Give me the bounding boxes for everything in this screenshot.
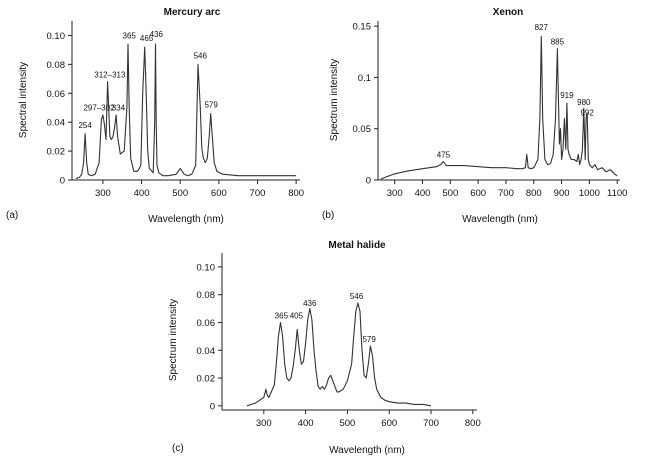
y-tick-label: 0.10	[47, 31, 66, 42]
peak-labels: 365 405 436 546 579	[275, 292, 377, 344]
y-axis-label: Spectral intensity	[18, 62, 29, 138]
peak-label: 827	[535, 23, 549, 32]
y-tick-label: 0.08	[197, 290, 216, 301]
x-tick-label: 400	[415, 188, 431, 199]
x-axis-label: Wavelength (nm)	[148, 214, 224, 225]
x-tick-label: 1100	[607, 188, 627, 199]
peak-label: 254	[78, 121, 92, 130]
spectrum-line	[246, 302, 432, 407]
y-tick-label: 0	[366, 176, 371, 187]
panel-label: (c)	[172, 443, 184, 454]
peak-label: 475	[437, 150, 451, 159]
peak-label: 980	[577, 98, 591, 107]
x-tick-label: 800	[465, 418, 481, 429]
peak-label: 334	[112, 104, 126, 113]
peak-label: 546	[350, 292, 364, 301]
x-tick-label: 600	[211, 188, 227, 199]
panel-label: (a)	[6, 210, 18, 221]
y-ticks: 0 0.05 0.1 0.15	[353, 22, 378, 187]
y-tick-label: 0.15	[353, 22, 372, 33]
x-tick-label: 300	[256, 418, 272, 429]
peak-label: 919	[560, 91, 574, 100]
y-tick-label: 0.04	[47, 118, 66, 129]
y-tick-label: 0.05	[353, 124, 372, 135]
x-tick-label: 700	[498, 188, 514, 199]
chart-title: Mercury arc	[164, 7, 221, 18]
y-tick-label: 0	[60, 176, 65, 187]
peak-label: 579	[362, 335, 376, 344]
spectrum-line	[380, 35, 618, 180]
x-tick-label: 600	[470, 188, 486, 199]
peak-label: 546	[194, 52, 208, 61]
x-tick-label: 1000	[579, 188, 600, 199]
x-ticks: 300 400 500 600 700 800 900 1000 1100	[387, 180, 627, 199]
y-tick-label: 0.06	[197, 318, 216, 329]
x-axis-label: Wavelength (nm)	[462, 214, 538, 225]
x-tick-label: 700	[423, 418, 439, 429]
y-axis-label: Spectrum intensity	[168, 299, 179, 381]
spectrum-line	[75, 43, 297, 180]
chart-metal-halide: Metal halide 0 0.02 0.04 0.06 0.08 0.10 300 40…	[168, 240, 481, 456]
y-axis-label: Spectrum intensity	[329, 59, 340, 141]
chart-mercury-arc: Mercury arc 0 0.02 0.04 0.06 0.08 0.10 300 400…	[6, 7, 304, 225]
y-tick-label: 0.08	[47, 60, 66, 71]
x-tick-label: 400	[134, 188, 150, 199]
peak-label: 365	[123, 31, 137, 40]
peak-label: 992	[580, 108, 594, 117]
x-tick-label: 500	[442, 188, 458, 199]
x-tick-label: 900	[554, 188, 570, 199]
chart-title: Metal halide	[328, 240, 386, 251]
peak-label: 579	[204, 101, 218, 110]
panel-label: (b)	[322, 210, 334, 221]
x-axis-label: Wavelength (nm)	[329, 445, 405, 456]
y-tick-label: 0.02	[47, 147, 66, 158]
peak-label: 436	[150, 30, 164, 39]
x-tick-label: 700	[250, 188, 266, 199]
x-tick-label: 400	[298, 418, 314, 429]
peak-label: 297–302	[83, 104, 115, 113]
chart-xenon: Xenon 0 0.05 0.1 0.15 300 400 500 600 700 800 900…	[322, 7, 627, 225]
x-tick-label: 800	[526, 188, 542, 199]
peak-label: 365	[275, 311, 289, 320]
x-ticks: 300 400 500 600 700 800	[256, 410, 481, 429]
x-tick-label: 300	[387, 188, 403, 199]
x-ticks: 300 400 500 600 700 800	[95, 180, 304, 199]
y-tick-label: 0	[210, 401, 215, 412]
y-tick-label: 0.1	[358, 73, 371, 84]
x-tick-label: 600	[381, 418, 397, 429]
peak-label: 885	[551, 38, 565, 47]
chart-title: Xenon	[493, 7, 524, 18]
y-tick-label: 0.06	[47, 89, 66, 100]
x-tick-label: 300	[95, 188, 111, 199]
peak-label: 465	[140, 34, 154, 43]
y-ticks: 0 0.02 0.04 0.06 0.08 0.10	[47, 31, 72, 187]
y-ticks: 0 0.02 0.04 0.06 0.08 0.10	[197, 262, 222, 412]
x-tick-label: 500	[339, 418, 355, 429]
peak-label: 405	[290, 311, 304, 320]
y-tick-label: 0.10	[197, 262, 216, 273]
peak-label: 312–313	[94, 70, 126, 79]
y-tick-label: 0.04	[197, 346, 216, 357]
x-tick-label: 800	[288, 188, 304, 199]
x-tick-label: 500	[172, 188, 188, 199]
peak-label: 436	[303, 299, 317, 308]
y-tick-label: 0.02	[197, 374, 216, 385]
